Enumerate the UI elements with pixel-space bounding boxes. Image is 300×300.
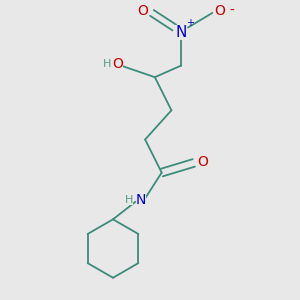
Text: O: O: [197, 155, 208, 169]
Text: O: O: [112, 57, 123, 70]
Text: -: -: [229, 4, 234, 18]
Text: O: O: [215, 4, 226, 18]
Text: O: O: [138, 4, 148, 18]
Text: H: H: [124, 195, 133, 205]
Text: N: N: [176, 25, 187, 40]
Text: H: H: [103, 58, 111, 69]
Text: +: +: [186, 18, 194, 28]
Text: N: N: [136, 193, 146, 207]
